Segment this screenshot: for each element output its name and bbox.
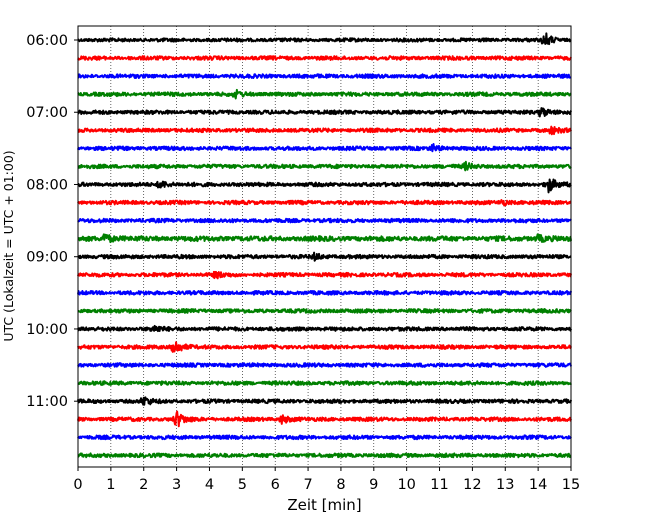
- y-tick-label: 09:00: [26, 250, 68, 266]
- trace-0900: [77, 251, 572, 262]
- x-tick-label: 5: [238, 477, 247, 493]
- plot-frame: [77, 25, 572, 468]
- x-tick-label: 8: [336, 477, 345, 493]
- trace-0830: [77, 217, 572, 224]
- y-axis-label: UTC (Lokalzeit = UTC + 01:00): [1, 150, 16, 341]
- trace-1015: [77, 341, 572, 353]
- trace-0630: [77, 73, 572, 79]
- y-tick-label: 07:00: [26, 105, 68, 121]
- y-tick-label: 11:00: [26, 394, 68, 410]
- x-axis-label: Zeit [min]: [287, 496, 361, 514]
- trace-0915: [77, 270, 572, 280]
- x-tick-label: 7: [303, 477, 312, 493]
- trace-1145: [77, 452, 572, 459]
- x-tick-label: 3: [172, 477, 181, 493]
- trace-0715: [77, 125, 572, 136]
- seismic-traces: [77, 32, 572, 459]
- y-tick-label: 10:00: [26, 322, 68, 338]
- trace-0615: [77, 55, 572, 61]
- trace-1100: [77, 396, 572, 406]
- x-tick-label: 15: [562, 477, 580, 493]
- trace-0800: [77, 178, 572, 194]
- trace-0815: [77, 199, 572, 207]
- trace-1000: [77, 324, 572, 333]
- x-tick-label: 2: [139, 477, 148, 493]
- x-tick-label: 12: [463, 477, 481, 493]
- x-axis: 0 1 2 3 4 5 6 7 8 9 10 11 12 13 14 15: [73, 467, 580, 493]
- trace-1115: [77, 410, 572, 428]
- trace-0945: [77, 308, 572, 314]
- y-axis: 06:00 07:00 08:00 09:00 10:00 11:00: [26, 33, 78, 410]
- trace-0645: [77, 88, 572, 100]
- x-tick-label: 11: [430, 477, 448, 493]
- x-tick-label: 10: [397, 477, 415, 493]
- trace-0700: [77, 107, 572, 118]
- x-tick-label: 4: [205, 477, 214, 493]
- y-tick-label: 08:00: [26, 177, 68, 193]
- y-tick-label: 06:00: [26, 33, 68, 49]
- x-tick-label: 1: [106, 477, 115, 493]
- trace-0930: [77, 289, 572, 296]
- trace-0845: [77, 233, 572, 244]
- trace-0745: [77, 160, 572, 172]
- trace-0730: [77, 143, 572, 153]
- trace-1045: [77, 380, 572, 387]
- x-tick-label: 6: [271, 477, 280, 493]
- x-tick-label: 0: [73, 477, 82, 493]
- trace-0600: [77, 32, 572, 46]
- trace-1130: [77, 434, 572, 441]
- x-tick-label: 13: [496, 477, 514, 493]
- x-tick-label: 14: [529, 477, 547, 493]
- x-tick-label: 9: [369, 477, 378, 493]
- trace-1030: [77, 362, 572, 368]
